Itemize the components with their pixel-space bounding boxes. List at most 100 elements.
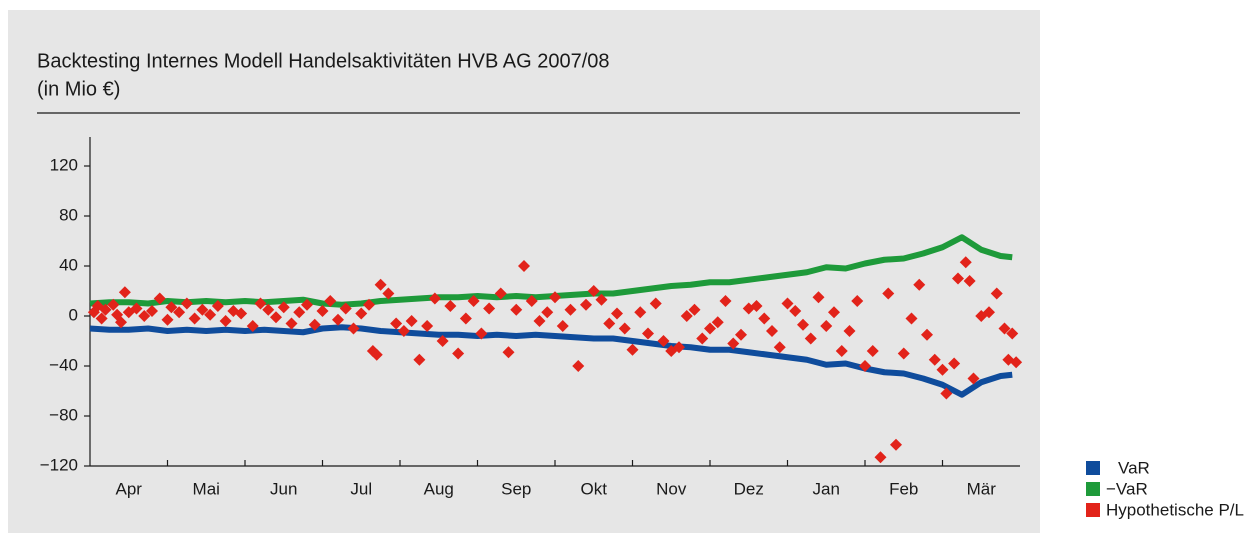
y-tick-label: 80 bbox=[59, 205, 78, 224]
scatter-point bbox=[533, 315, 546, 327]
chart-title: Backtesting Internes Modell Handelsaktiv… bbox=[37, 50, 610, 72]
scatter-point bbox=[820, 320, 833, 332]
scatter-point bbox=[921, 328, 933, 341]
scatter-point bbox=[735, 328, 747, 341]
scatter-point bbox=[688, 303, 701, 316]
scatter-point bbox=[948, 357, 961, 370]
scatter-point bbox=[711, 316, 724, 329]
scatter-point bbox=[293, 306, 306, 319]
scatter-point bbox=[1006, 327, 1019, 340]
scatter-point bbox=[564, 303, 577, 316]
scatter-point bbox=[196, 303, 209, 316]
legend-swatch bbox=[1086, 461, 1100, 475]
scatter-point bbox=[541, 306, 554, 319]
scatter-point bbox=[556, 320, 569, 332]
scatter-point bbox=[153, 292, 166, 305]
scatter-point bbox=[928, 353, 941, 366]
scatter-point bbox=[436, 335, 449, 347]
scatter-point bbox=[781, 297, 794, 310]
scatter-point bbox=[444, 300, 457, 312]
scatter-point bbox=[549, 291, 561, 304]
legend-label: Hypothetische P/L bbox=[1106, 500, 1244, 519]
scatter-point bbox=[459, 312, 472, 325]
scatter-point bbox=[680, 310, 693, 322]
scatter-point bbox=[118, 286, 131, 299]
scatter-point bbox=[572, 360, 585, 372]
scatter-point bbox=[750, 300, 763, 312]
scatter-point bbox=[866, 345, 879, 357]
scatter-point bbox=[673, 341, 685, 354]
scatter-point bbox=[727, 337, 740, 350]
x-tick-label: Jan bbox=[813, 479, 840, 498]
scatter-point bbox=[324, 295, 337, 307]
scatter-point bbox=[990, 287, 1003, 300]
scatter-point bbox=[828, 306, 840, 319]
scatter-point bbox=[262, 303, 275, 316]
scatter-point bbox=[421, 320, 434, 332]
scatter-point bbox=[835, 345, 848, 357]
scatter-point bbox=[428, 292, 441, 305]
x-tick-label: Sep bbox=[501, 479, 531, 498]
scatter-point bbox=[773, 341, 786, 354]
scatter-point bbox=[405, 315, 418, 327]
scatter-point bbox=[355, 307, 368, 320]
scatter-point bbox=[510, 303, 523, 316]
scatter-point bbox=[452, 347, 465, 360]
scatter-point bbox=[413, 353, 426, 366]
scatter-point bbox=[254, 297, 267, 310]
scatter-point bbox=[1010, 356, 1023, 369]
scatter-point bbox=[211, 300, 224, 312]
scatter-point bbox=[270, 311, 282, 324]
x-tick-label: Nov bbox=[656, 479, 687, 498]
legend-swatch bbox=[1086, 503, 1100, 517]
scatter-point bbox=[595, 293, 608, 306]
scatter-point bbox=[161, 313, 174, 326]
scatter-point bbox=[99, 303, 112, 316]
scatter-point bbox=[603, 317, 616, 330]
scatter-point bbox=[467, 295, 480, 307]
scatter-point bbox=[952, 272, 964, 285]
scatter-point bbox=[188, 312, 201, 325]
scatter-point bbox=[370, 348, 383, 361]
scatter-point bbox=[704, 322, 716, 335]
scatter-point bbox=[235, 307, 248, 320]
scatter-point bbox=[165, 301, 178, 314]
scatter-point bbox=[107, 298, 120, 311]
y-tick-label: 0 bbox=[69, 305, 78, 324]
x-tick-label: Okt bbox=[581, 479, 608, 498]
scatter-point bbox=[874, 451, 887, 464]
scatter-point bbox=[475, 327, 488, 340]
scatter-point bbox=[173, 306, 186, 319]
scatter-point bbox=[397, 325, 410, 337]
scatter-point bbox=[483, 302, 496, 315]
scatter-point bbox=[967, 372, 980, 385]
scatter-point bbox=[363, 298, 375, 311]
scatter-point bbox=[657, 335, 670, 347]
legend-label: −VaR bbox=[1106, 479, 1148, 498]
y-tick-label: −80 bbox=[49, 405, 78, 424]
scatter-point bbox=[618, 322, 631, 335]
scatter-point bbox=[859, 360, 871, 372]
scatter-point bbox=[804, 332, 817, 345]
scatter-point bbox=[626, 343, 639, 356]
scatter-point bbox=[719, 295, 732, 307]
scatter-point bbox=[851, 295, 864, 307]
scatter-point bbox=[611, 307, 623, 320]
x-tick-label: Dez bbox=[734, 479, 764, 498]
x-tick-label: Jun bbox=[270, 479, 297, 498]
x-tick-label: Mär bbox=[967, 479, 997, 498]
scatter-point bbox=[525, 295, 538, 307]
legend-label: VaR bbox=[1118, 458, 1150, 477]
scatter-point bbox=[649, 297, 662, 310]
scatter-point bbox=[301, 298, 313, 311]
scatter-point bbox=[936, 363, 949, 376]
scatter-point bbox=[634, 306, 647, 319]
x-tick-label: Aug bbox=[424, 479, 454, 498]
scatter-point bbox=[905, 312, 918, 325]
y-tick-label: 120 bbox=[50, 155, 78, 174]
scatter-point bbox=[983, 306, 995, 319]
scatter-point bbox=[180, 297, 193, 310]
scatter-point bbox=[308, 318, 321, 331]
scatter-point bbox=[797, 318, 809, 331]
